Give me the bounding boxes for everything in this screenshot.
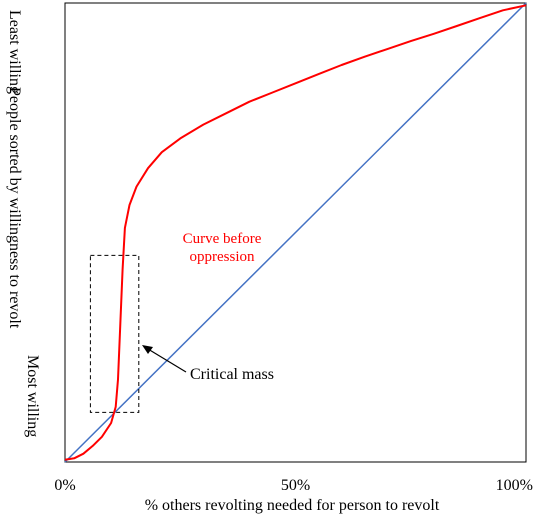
critical-mass-arrow <box>147 348 187 373</box>
x-tick-label: 0% <box>54 477 75 494</box>
plot-frame <box>64 2 527 463</box>
critical-mass-label: Critical mass <box>190 366 274 383</box>
y-label-most-willing: Most willing <box>24 355 41 437</box>
x-tick-labels: 0% 50% 100% <box>54 477 533 494</box>
curve-label-line2: oppression <box>190 249 255 265</box>
x-tick-label: 50% <box>281 477 310 494</box>
y-label-least-willing: Least willing <box>6 10 23 94</box>
y-axis-label: People sorted by willingness to revolt <box>6 87 23 329</box>
series-layer <box>64 2 527 463</box>
diagonal-series-line <box>64 2 527 463</box>
curve-label-line1: Curve before <box>183 231 262 247</box>
curve-before-oppression-line <box>64 4 527 461</box>
x-axis-label: % others revolting needed for person to … <box>145 497 440 514</box>
critical-mass-box <box>89 254 140 413</box>
critical-mass-arrowhead <box>142 345 153 354</box>
x-tick-label: 100% <box>496 477 533 494</box>
